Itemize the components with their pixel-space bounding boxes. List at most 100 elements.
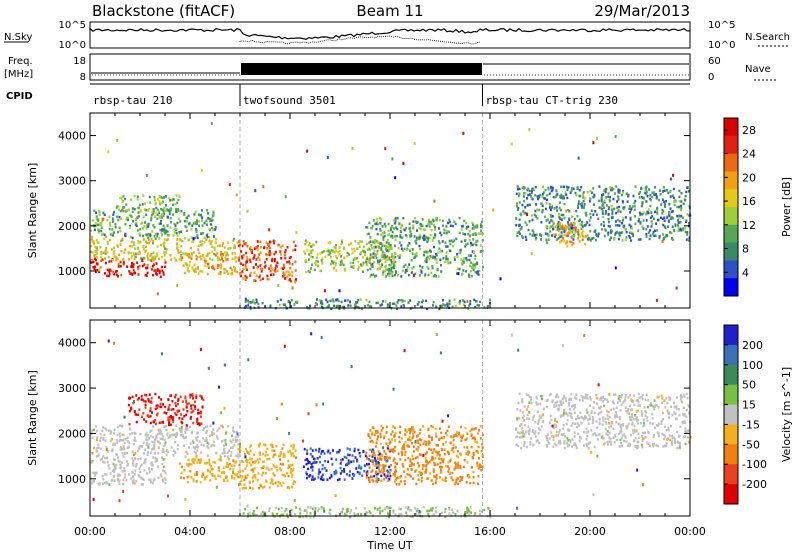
echo-cell: [251, 251, 254, 254]
echo-cell: [260, 270, 263, 273]
echo-cell: [184, 455, 187, 458]
echo-cell: [373, 241, 376, 245]
echo-cell: [394, 480, 396, 483]
echo-cell: [122, 261, 125, 264]
echo-cell: [669, 231, 672, 234]
echo-cell: [399, 229, 402, 233]
echo-cell: [685, 219, 688, 222]
echo-cell: [422, 425, 424, 428]
echo-cell: [430, 271, 433, 275]
echo-cell: [161, 255, 163, 259]
echo-cell: [663, 200, 666, 204]
echo-cell: [606, 400, 609, 404]
echo-cell: [456, 461, 459, 464]
echo-cell: [294, 512, 297, 516]
echo-cell: [365, 463, 368, 466]
echo-cell: [193, 473, 196, 476]
echo-cell: [223, 447, 226, 451]
echo-cell: [285, 508, 288, 511]
echo-cell: [401, 451, 404, 455]
echo-cell: [198, 411, 201, 415]
echo-cell: [572, 238, 575, 241]
echo-cell: [117, 265, 120, 268]
echo-cell: [586, 221, 589, 224]
echo-cell: [664, 226, 667, 229]
echo-cell: [292, 240, 295, 244]
echo-cell: [343, 305, 345, 309]
echo-cell: [480, 469, 483, 472]
echo-cell: [568, 218, 571, 222]
echo-cell: [128, 409, 131, 413]
echo-cell: [116, 257, 119, 261]
echo-cell: [268, 251, 271, 254]
echo-cell: [124, 438, 127, 441]
echo-cell: [333, 471, 336, 474]
echo-cell: [378, 468, 381, 472]
echo-cell: [97, 453, 100, 456]
echo-cell: [152, 212, 155, 215]
echo-cell: [342, 263, 345, 267]
echo-cell: [440, 264, 442, 267]
freq-frame: [89, 53, 691, 81]
echo-cell: [115, 270, 118, 273]
echo-cell: [408, 438, 411, 442]
echo-cell: [525, 238, 528, 241]
echo-cell: [521, 401, 524, 404]
echo-cell: [246, 255, 249, 259]
echo-cell: [440, 431, 443, 435]
echo-cell: [362, 270, 364, 273]
echo-cell: [401, 249, 404, 253]
echo-cell: [202, 232, 204, 235]
echo-cell: [479, 425, 482, 428]
echo-cell: [235, 260, 238, 263]
echo-cell: [175, 433, 177, 436]
echo-cell: [406, 508, 409, 511]
echo-cell: [243, 483, 246, 486]
echo-cell: [431, 438, 434, 441]
echo-cell: [184, 253, 187, 256]
echo-cell: [660, 203, 663, 206]
echo-cell: [652, 434, 655, 437]
echo-cell: [153, 446, 156, 449]
echo-cell: [396, 462, 399, 465]
echo-cell: [482, 455, 484, 458]
echo-cell: [186, 269, 189, 272]
echo-cell: [394, 465, 397, 468]
echo-cell: [454, 513, 457, 516]
echo-cell: [383, 478, 386, 481]
echo-cell: [589, 212, 592, 216]
echo-cell: [582, 191, 585, 194]
echo-cell: [400, 437, 403, 440]
echo-cell: [391, 236, 394, 239]
echo-cell: [273, 453, 276, 457]
echo-cell: [523, 186, 526, 189]
echo-cell: [452, 443, 455, 446]
echo-cell: [156, 457, 159, 461]
echo-cell: [161, 478, 164, 482]
echo-cell: [186, 229, 188, 232]
echo-cell: [444, 507, 447, 511]
echo-cell: [350, 460, 353, 463]
echo-cell: [568, 230, 571, 233]
echo-cell: [96, 268, 99, 272]
echo-cell: [449, 249, 452, 253]
echo-cell: [456, 252, 459, 256]
echo-cell: [566, 188, 569, 191]
echo-cell: [436, 451, 439, 455]
echo-cell: [630, 239, 633, 242]
echo-cell: [467, 254, 470, 257]
echo-cell: [265, 241, 268, 244]
echo-cell: [113, 470, 116, 473]
echo-cell: [670, 217, 672, 220]
echo-cell: [143, 461, 146, 465]
echo-cell: [336, 298, 339, 301]
echo-cell: [382, 300, 384, 303]
echo-cell: [375, 429, 378, 433]
echo-cell: [116, 139, 119, 142]
echo-cell: [593, 193, 596, 197]
echo-cell: [627, 408, 630, 411]
echo-cell: [355, 513, 358, 517]
echo-cell: [132, 459, 135, 463]
echo-cell: [518, 230, 521, 234]
echo-cell: [187, 464, 190, 468]
